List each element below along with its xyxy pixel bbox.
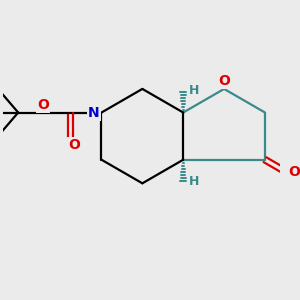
- Text: O: O: [218, 74, 230, 88]
- Text: O: O: [37, 98, 49, 112]
- Text: H: H: [189, 84, 199, 97]
- Text: H: H: [189, 176, 199, 188]
- Text: O: O: [68, 138, 80, 152]
- Text: N: N: [88, 106, 100, 119]
- Text: O: O: [288, 165, 300, 179]
